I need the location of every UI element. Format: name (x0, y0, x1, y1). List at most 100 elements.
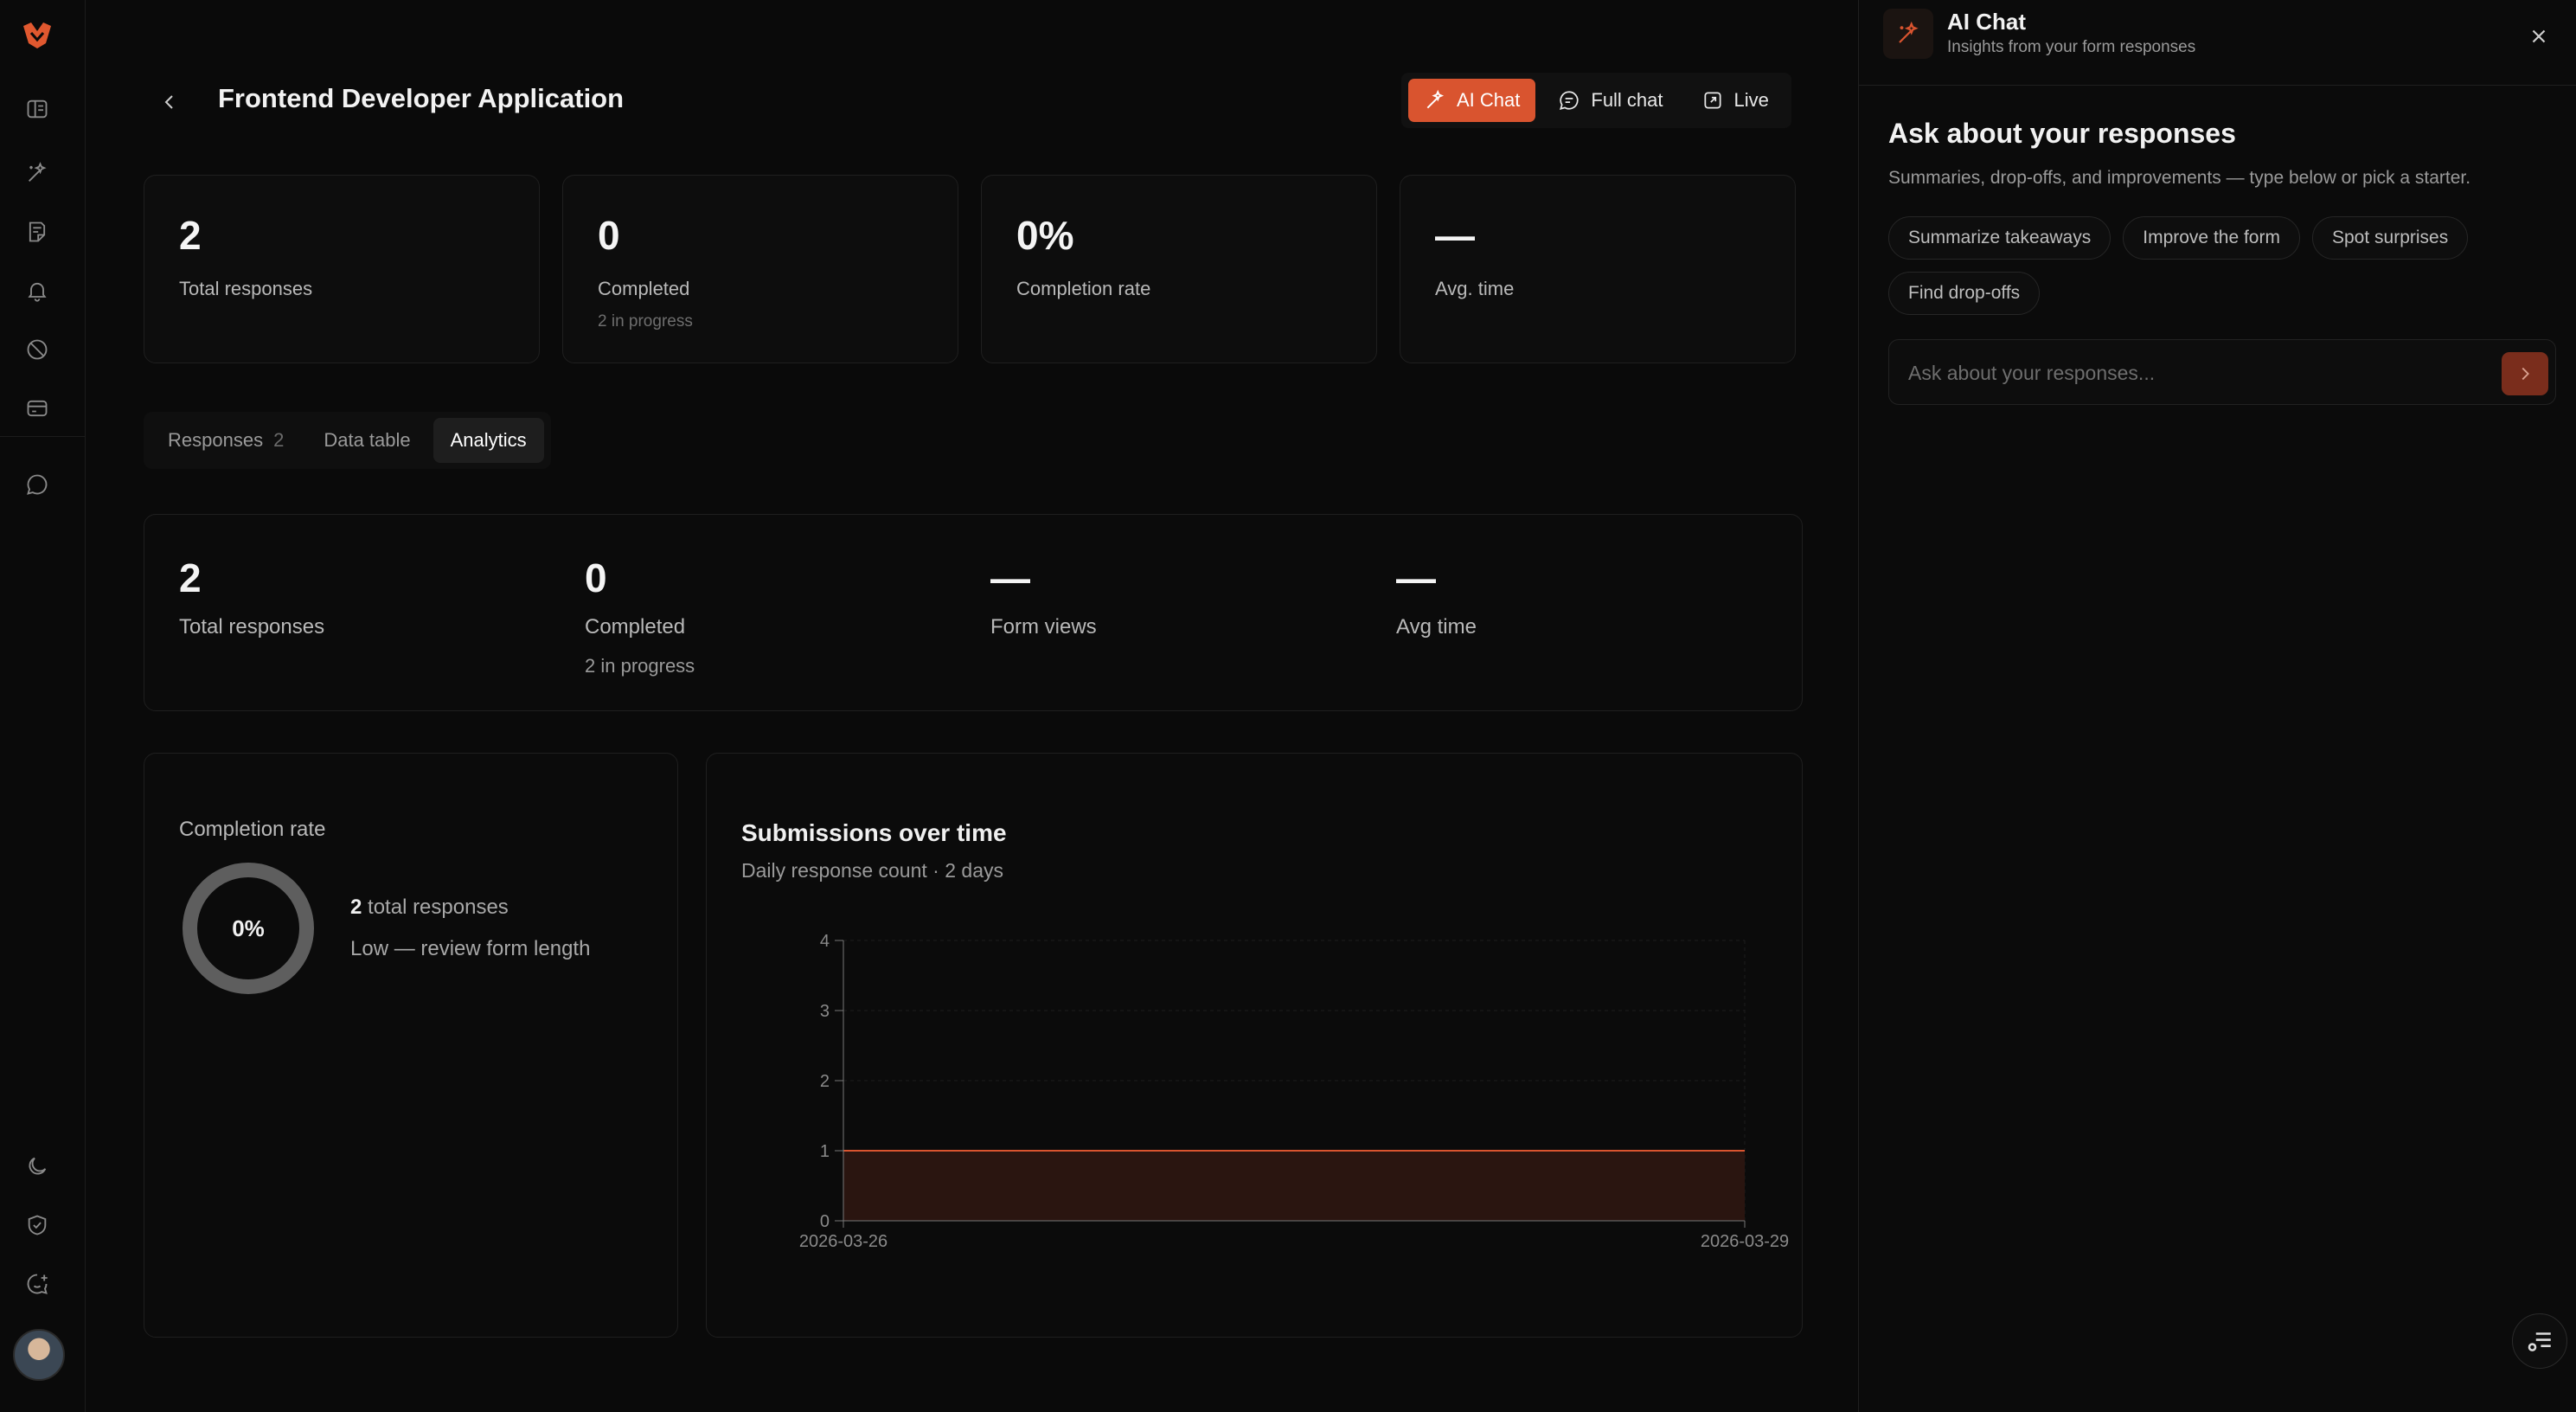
tab-count: 2 (273, 429, 285, 451)
chat-icon[interactable] (20, 467, 54, 502)
ask-input[interactable] (1906, 356, 2464, 390)
stat-label: Completed (598, 278, 690, 299)
live-button[interactable]: Live (1686, 79, 1785, 122)
tab-label: Data table (324, 429, 411, 451)
completion-donut: 0% (183, 863, 314, 994)
avatar[interactable] (13, 1329, 65, 1381)
forms-icon[interactable] (20, 215, 54, 249)
stat-value: 0 (585, 555, 607, 600)
analytics-stat-completed: 0 Completed 2 in progress (585, 558, 695, 677)
x-tick-label: 2026-03-26 (799, 1232, 888, 1251)
stat-label: Completion rate (1016, 278, 1151, 299)
sparkles-icon (1899, 21, 1919, 43)
stat-value: 0% (1016, 213, 1074, 258)
summary-card-completed: 0 Completed 2 in progress (562, 175, 958, 363)
ai-logo (1883, 9, 1933, 59)
starter-chips: Summarize takeaways Improve the form Spo… (1888, 216, 2563, 315)
starter-chip-summarize[interactable]: Summarize takeaways (1888, 216, 2111, 260)
stat-label: Form views (990, 615, 1097, 639)
live-label: Live (1733, 89, 1769, 111)
page-title: Frontend Developer Application (218, 83, 625, 113)
completion-total-suffix: total responses (368, 895, 509, 919)
stat-sub: 2 in progress (598, 312, 693, 331)
starter-chip-drop-offs[interactable]: Find drop-offs (1888, 272, 2041, 315)
completion-rate-card: Completion rate 0% 2 total responses Low… (144, 753, 678, 1338)
analytics-stats: 2 Total responses 0 Completed 2 in progr… (144, 514, 1803, 711)
submissions-chart-card: Submissions over time Daily response cou… (706, 753, 1803, 1338)
summary-card-rate: 0% Completion rate (981, 175, 1377, 363)
y-tick-label: 4 (820, 932, 830, 951)
submissions-chart: 0 1 2 3 4 2026-03-26 2026-03-29 (799, 932, 1789, 1251)
chart-title: Submissions over time (741, 819, 1007, 846)
layout-icon[interactable] (20, 92, 54, 126)
ai-chat-button[interactable]: AI Chat (1408, 79, 1536, 122)
ai-description: Summaries, drop-offs, and improvements —… (1888, 168, 2471, 188)
summary-cards: 2 Total responses 0 Completed 2 in progr… (144, 175, 1796, 363)
summary-card-avg-time: — Avg. time (1400, 175, 1796, 363)
close-icon (2532, 29, 2546, 43)
y-tick-label: 3 (820, 1002, 830, 1021)
ai-panel-title: AI Chat (1947, 9, 2026, 35)
stat-value: 2 (179, 555, 202, 600)
analytics-stat-avg-time: — Avg time (1396, 558, 1477, 639)
stat-value: 0 (598, 213, 620, 258)
ai-chat-panel: AI Chat Insights from your form response… (1858, 0, 2576, 1412)
shield-icon[interactable] (20, 1208, 54, 1242)
starter-chip-improve[interactable]: Improve the form (2123, 216, 2300, 260)
card-icon[interactable] (20, 391, 54, 426)
tab-label: Responses (168, 429, 264, 451)
completion-rate-title: Completion rate (179, 818, 326, 841)
sparkles-icon (1426, 89, 1445, 109)
stat-value: — (990, 555, 1030, 600)
message-icon (1560, 91, 1579, 110)
analytics-stat-total: 2 Total responses (179, 558, 324, 639)
view-tabs: Responses 2 Data table Analytics (144, 412, 551, 469)
list-icon (2528, 1332, 2551, 1351)
stat-label: Total responses (179, 278, 313, 299)
tag-icon[interactable] (20, 332, 54, 367)
stat-label: Avg time (1396, 615, 1477, 639)
ai-heading: Ask about your responses (1888, 118, 2236, 149)
y-tick-label: 2 (820, 1072, 830, 1091)
analytics-stat-views: — Form views (990, 558, 1097, 639)
back-button[interactable] (154, 85, 185, 119)
area-fill (843, 1151, 1745, 1221)
bell-icon[interactable] (20, 273, 54, 308)
tab-label: Analytics (450, 429, 527, 451)
moon-icon[interactable] (20, 1149, 54, 1184)
ai-panel-subtitle: Insights from your form responses (1947, 38, 2196, 56)
completion-total-count: 2 (350, 895, 362, 919)
x-tick-label: 2026-03-29 (1701, 1232, 1789, 1251)
ask-box (1888, 339, 2556, 405)
tab-data-table[interactable]: Data table (306, 418, 427, 463)
stat-value: — (1435, 213, 1475, 258)
completion-percent: 0% (232, 915, 265, 941)
stat-label: Completed (585, 615, 686, 639)
stat-label: Total responses (179, 615, 325, 639)
logo-icon[interactable] (20, 17, 54, 52)
send-button[interactable] (2502, 352, 2548, 395)
completion-note: Low — review form length (350, 937, 591, 960)
feedback-icon[interactable] (20, 1267, 54, 1301)
close-button[interactable] (2522, 19, 2556, 54)
chevron-right-icon (2522, 367, 2529, 381)
sparkles-icon[interactable] (20, 156, 54, 190)
chevron-left-icon (164, 95, 173, 109)
completion-info: 2 total responses Low — review form leng… (350, 895, 590, 961)
y-tick-label: 1 (820, 1142, 830, 1161)
stat-value: 2 (179, 213, 202, 258)
main-content: Frontend Developer Application AI Chat F… (85, 0, 1858, 1412)
tab-responses[interactable]: Responses 2 (151, 418, 301, 463)
starter-chip-surprises[interactable]: Spot surprises (2311, 216, 2469, 260)
stat-value: — (1396, 555, 1436, 600)
stat-sub: 2 in progress (585, 655, 695, 677)
chart-subtitle: Daily response count · 2 days (741, 859, 1003, 882)
full-chat-button[interactable]: Full chat (1542, 79, 1678, 122)
sidebar-rail (0, 0, 86, 1412)
header-actions: AI Chat Full chat Live (1401, 73, 1791, 128)
full-chat-label: Full chat (1591, 89, 1663, 111)
menu-fab-button[interactable] (2512, 1313, 2567, 1369)
y-tick-label: 0 (820, 1212, 830, 1231)
tab-analytics[interactable]: Analytics (433, 418, 544, 463)
external-link-icon (1703, 92, 1721, 109)
